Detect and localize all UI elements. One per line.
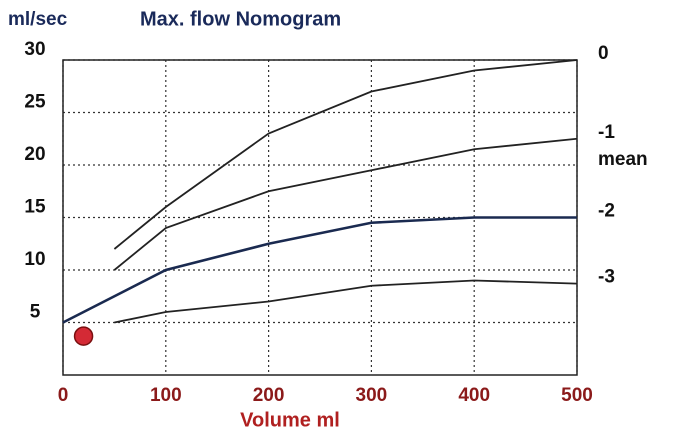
y-tick-label: 20 [24, 144, 45, 165]
data-point [73, 326, 94, 346]
x-axis-label: Volume ml [240, 409, 340, 431]
y-tick-label: 5 [30, 302, 41, 323]
x-tick-label: 100 [150, 385, 182, 406]
chart-title: Max. flow Nomogram [140, 8, 341, 30]
x-tick-label: 500 [561, 385, 593, 406]
x-tick-label: 400 [458, 385, 490, 406]
y-tick-label: 15 [24, 197, 46, 218]
x-tick-label: 200 [253, 385, 285, 406]
series-label: -2 [598, 201, 615, 222]
series-line [114, 279, 578, 324]
series-line [113, 137, 578, 271]
y-tick-label: 25 [24, 92, 46, 113]
series-label: 0 [598, 43, 609, 64]
y-axis-label: ml/sec [8, 9, 68, 30]
x-tick-label: 300 [356, 385, 388, 406]
series-line [113, 59, 578, 250]
y-tick-label: 10 [24, 249, 45, 270]
series-line [62, 216, 577, 324]
annotation: mean [598, 149, 648, 170]
x-tick-label: 0 [58, 385, 69, 406]
series-label: -3 [598, 267, 615, 288]
series-label: -1 [598, 122, 615, 143]
y-tick-label: 30 [24, 39, 45, 60]
